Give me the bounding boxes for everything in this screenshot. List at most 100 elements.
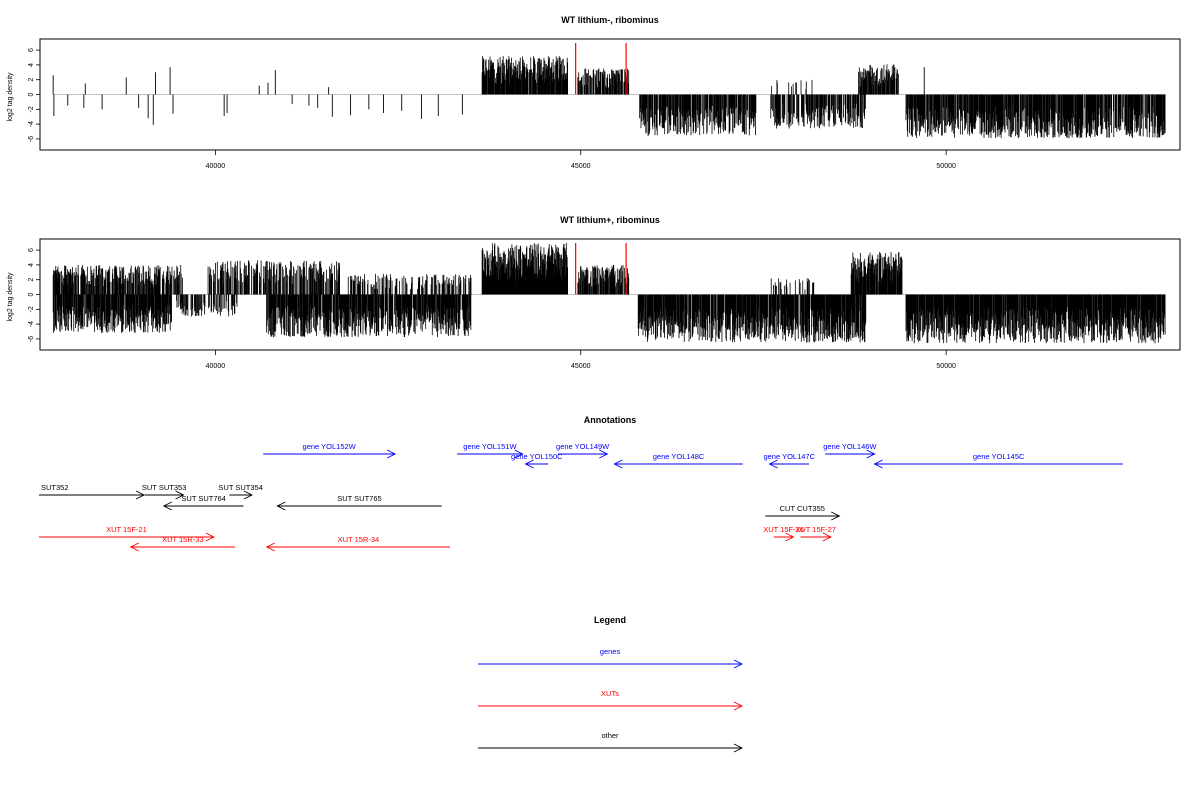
legend-label: XUTs (601, 689, 619, 698)
y-tick-label: 0 (28, 92, 35, 96)
feature-arrow-head (524, 459, 534, 469)
x-tick-label: 50000 (936, 363, 956, 370)
y-tick-label: -2 (28, 106, 35, 112)
feature-arrow-head (162, 501, 173, 511)
annotation-feature: SUT SUT354 (218, 483, 263, 500)
annotation-feature: gene YOL150C (511, 452, 563, 469)
legend-label: genes (600, 647, 621, 656)
feature-arrow-head (276, 501, 286, 511)
y-tick-label: 6 (28, 248, 35, 252)
feature-label: gene YOL145C (973, 452, 1025, 461)
y-tick-label: 2 (28, 78, 35, 82)
feature-label: gene YOL147C (763, 452, 815, 461)
feature-label: SUT SUT354 (218, 483, 262, 492)
panel1-bars (52, 56, 1166, 139)
feature-label: SUT352 (41, 483, 69, 492)
legend-entry: genes (478, 647, 744, 669)
feature-arrow-head (866, 449, 876, 459)
annotation-feature: XUT 15R-34 (265, 535, 451, 552)
annotations-panel: Annotations gene YOL152W gene YOL151W gene… (39, 415, 1123, 552)
annotation-feature: gene YOL145C (873, 452, 1123, 469)
annotation-features: gene YOL152W gene YOL151W gene YOL149W gene… (39, 442, 1123, 552)
feature-label: gene YOL146W (823, 442, 877, 451)
feature-arrow-head (135, 490, 146, 500)
feature-label: gene YOL148C (653, 452, 705, 461)
y-tick-label: 4 (28, 63, 35, 67)
annotations-title: Annotations (584, 415, 637, 425)
annotation-feature: SUT SUT353 (142, 483, 186, 500)
x-tick-label: 45000 (571, 163, 591, 170)
feature-label: gene YOL149W (556, 442, 610, 451)
panel1-ylabel: log2 tag density (7, 72, 14, 122)
annotation-feature: gene YOL152W (263, 442, 397, 459)
feature-arrow-head (613, 459, 623, 469)
feature-arrow-head (599, 449, 609, 459)
x-tick-label: 40000 (206, 163, 226, 170)
feature-arrow-head (129, 542, 139, 552)
legend-title: Legend (594, 615, 626, 625)
feature-arrow-head (205, 532, 215, 542)
y-tick-label: -2 (28, 306, 35, 312)
feature-arrow-head (386, 449, 397, 459)
y-tick-label: -4 (28, 121, 35, 127)
feature-label: XUT 15R-34 (338, 535, 380, 544)
legend-arrow-head (733, 743, 744, 753)
y-tick-label: 2 (28, 278, 35, 282)
annotation-feature: SUT SUT764 (162, 494, 244, 511)
panel1-x-axis: 40000 45000 50000 (206, 150, 956, 170)
feature-label: XUT 15R-33 (162, 535, 204, 544)
feature-label: SUT SUT353 (142, 483, 186, 492)
panel2-markers (575, 243, 627, 295)
annotation-feature: gene YOL146W (823, 442, 877, 459)
panel2-title: WT lithium+, ribominus (560, 215, 660, 225)
y-tick-label: 0 (28, 292, 35, 296)
annotation-feature: gene YOL148C (613, 452, 743, 469)
y-tick-label: -6 (28, 336, 35, 342)
feature-arrow-head (175, 490, 185, 500)
feature-label: SUT SUT764 (181, 494, 225, 503)
feature-arrow-head (265, 542, 275, 552)
feature-label: XUT 15F-26 (763, 525, 804, 534)
annotation-feature: gene YOL149W (556, 442, 610, 459)
panel2-y-axis: -6 -4 -2 0 2 4 6 (28, 248, 40, 342)
panel1-markers (575, 43, 627, 95)
feature-label: gene YOL150C (511, 452, 563, 461)
annotation-feature: XUT 15F-27 (795, 525, 836, 542)
y-tick-label: 4 (28, 263, 35, 267)
legend-entry: other (478, 731, 744, 753)
x-tick-label: 45000 (571, 363, 591, 370)
legend-panel: Legend genes XUTs other (478, 615, 744, 753)
feature-arrow-head (785, 532, 795, 542)
annotation-feature: XUT 15F-26 (763, 525, 804, 542)
legend-entries: genes XUTs other (478, 647, 744, 753)
feature-arrow-head (831, 511, 841, 521)
panel2-bars (52, 242, 1166, 344)
y-tick-label: 6 (28, 48, 35, 52)
legend-entry: XUTs (478, 689, 744, 711)
panel1-y-axis: -6 -4 -2 0 2 4 6 (28, 48, 40, 142)
feature-label: XUT 15F-27 (795, 525, 836, 534)
y-tick-label: -6 (28, 136, 35, 142)
annotation-feature: XUT 15F-21 (39, 525, 215, 542)
panel-lithium-minus: WT lithium-, ribominus 40000 45000 50000 -… (7, 15, 1181, 170)
annotation-feature: SUT SUT765 (276, 494, 442, 511)
annotation-feature: CUT CUT355 (765, 504, 841, 521)
feature-arrow-head (768, 459, 778, 469)
panel2-ylabel: log2 tag density (7, 272, 14, 322)
panel2-x-axis: 40000 45000 50000 (206, 350, 956, 370)
annotation-feature: SUT352 (39, 483, 146, 500)
panel-lithium-plus: WT lithium+, ribominus 40000 45000 50000 -… (7, 215, 1181, 370)
feature-arrow-head (243, 490, 253, 500)
annotation-feature: gene YOL151W (457, 442, 524, 459)
feature-arrow-head (873, 459, 883, 469)
feature-label: XUT 15F-21 (106, 525, 147, 534)
panel1-title: WT lithium-, ribominus (561, 15, 659, 25)
feature-label: SUT SUT765 (337, 494, 381, 503)
feature-arrow-head (514, 449, 524, 459)
x-tick-label: 40000 (206, 363, 226, 370)
legend-label: other (601, 731, 619, 740)
annotation-feature: gene YOL147C (763, 452, 816, 469)
x-tick-label: 50000 (936, 163, 956, 170)
feature-label: CUT CUT355 (780, 504, 825, 513)
